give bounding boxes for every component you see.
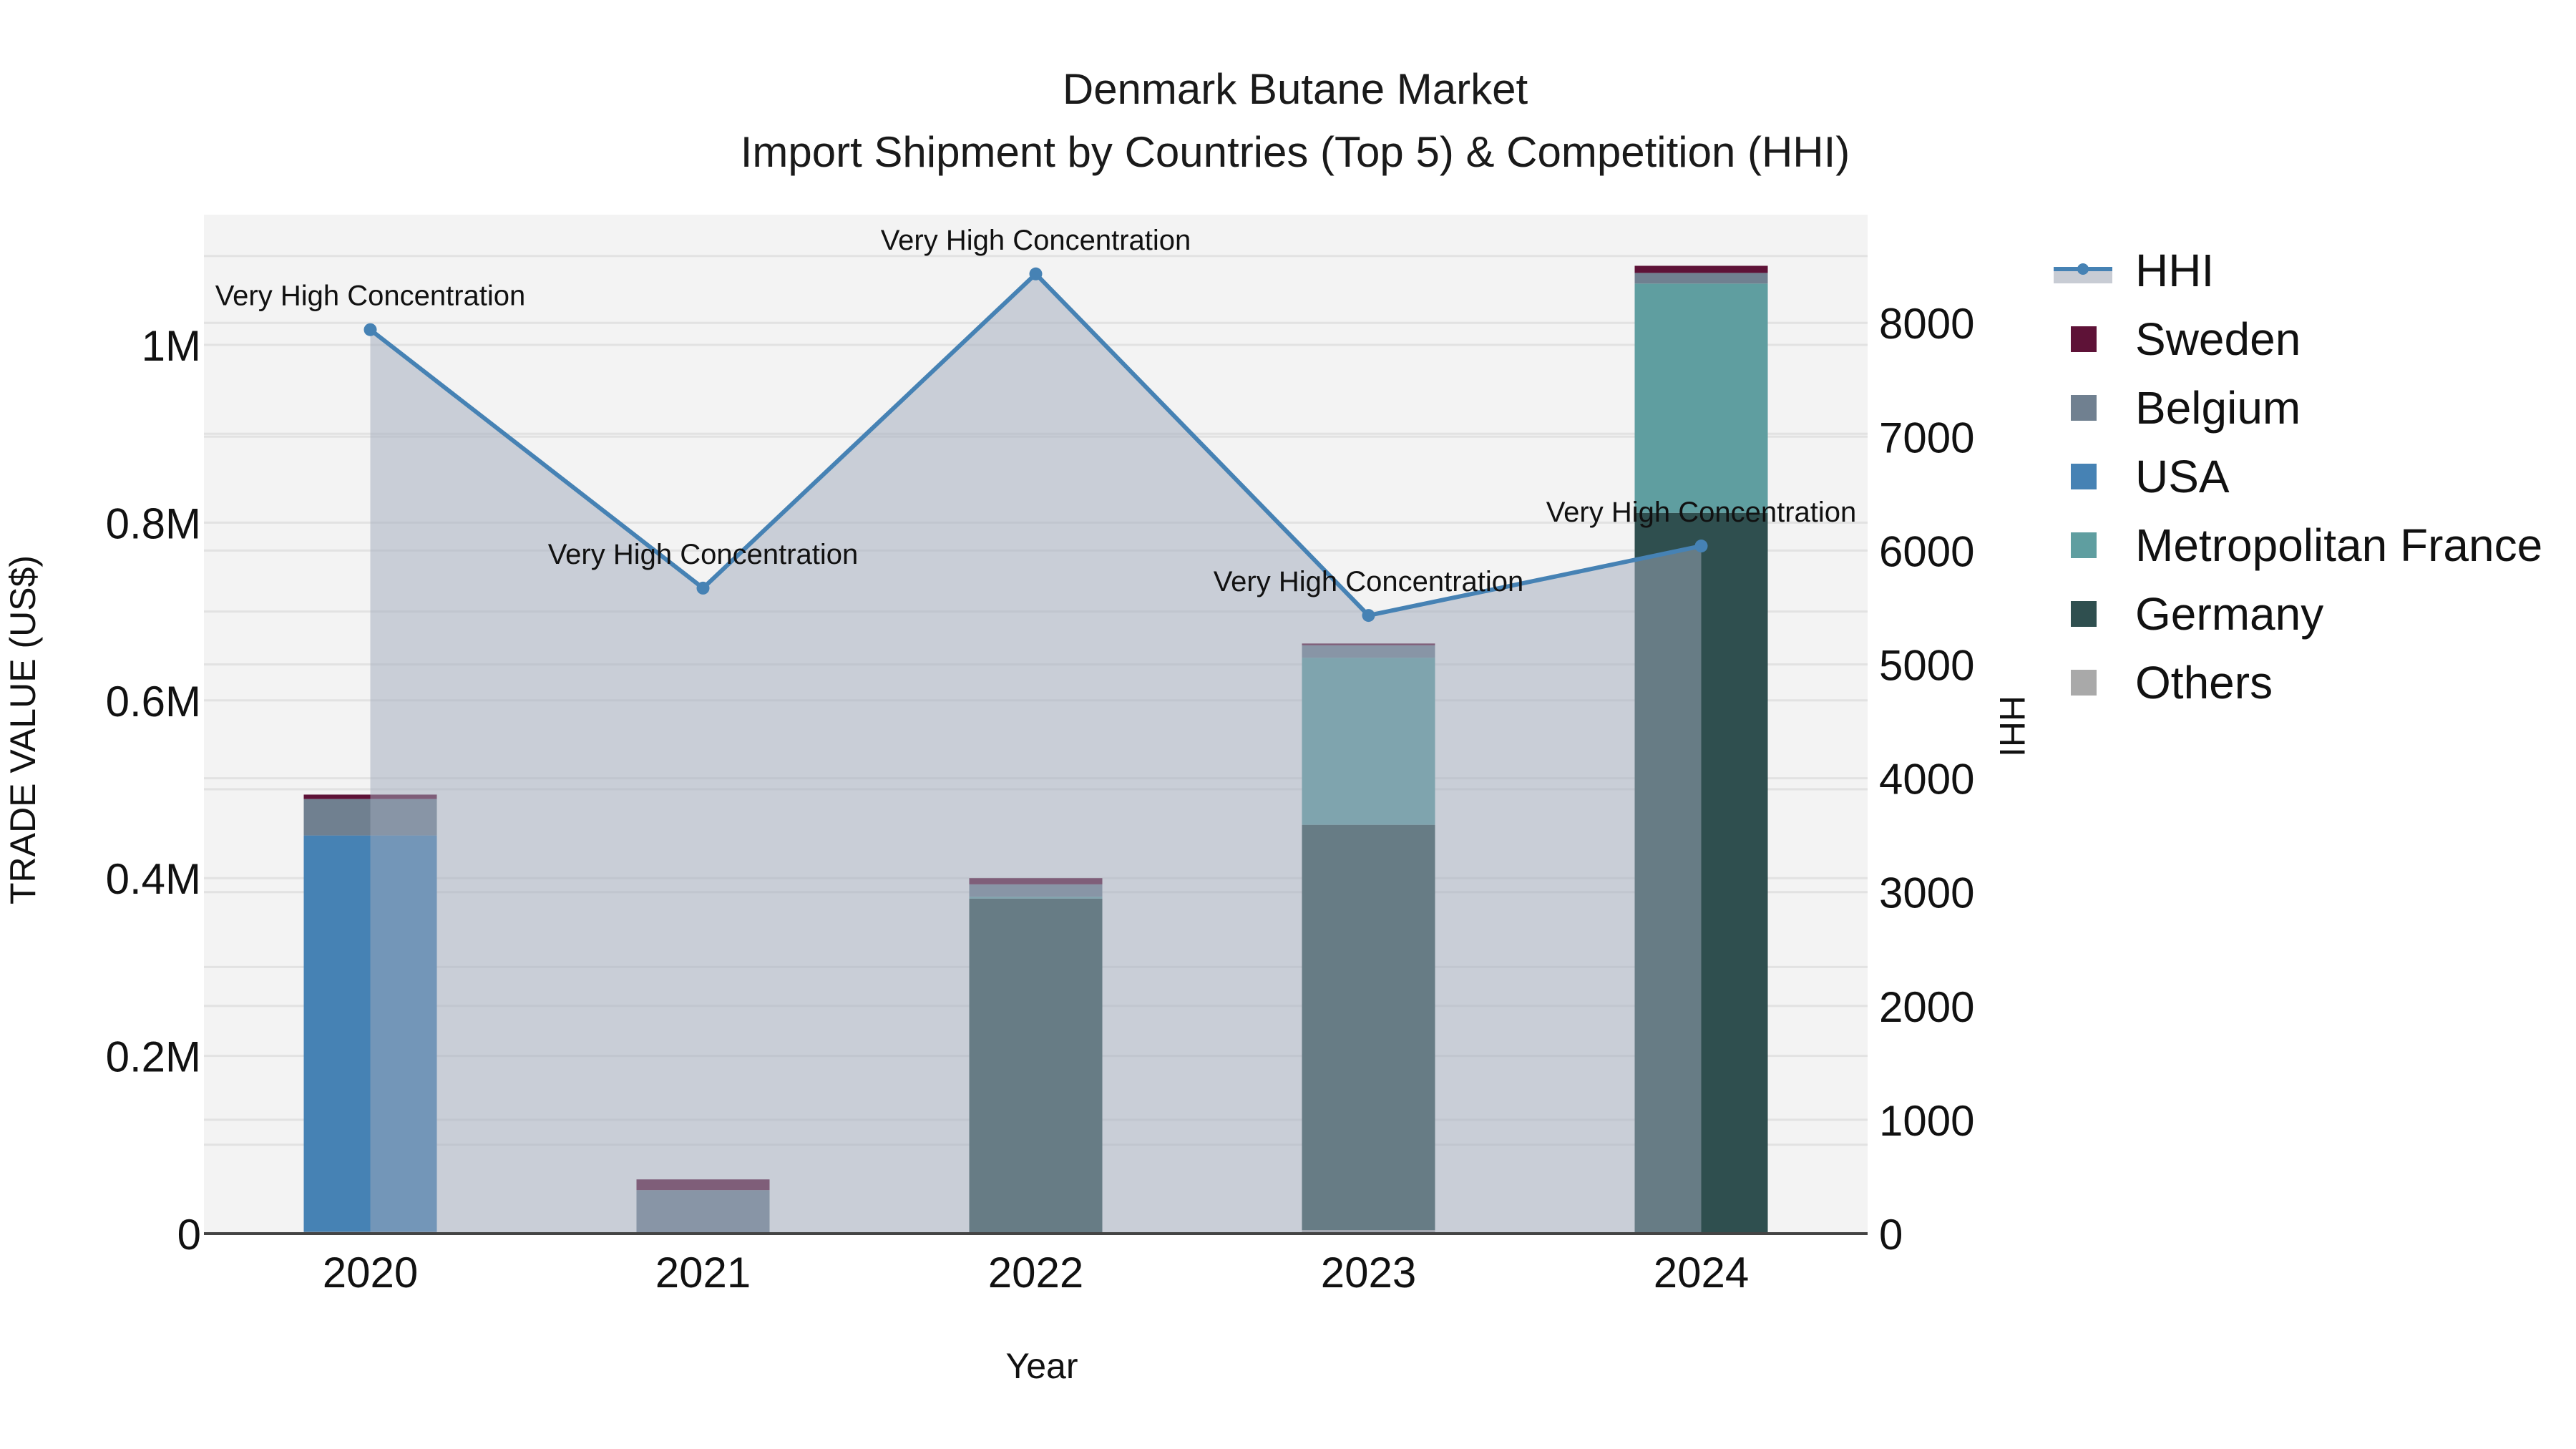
y-right-tick-label: 3000	[1879, 869, 1974, 917]
color-swatch-icon	[2071, 464, 2097, 489]
legend-label: Others	[2135, 657, 2273, 708]
legend-item-belgium[interactable]: Belgium	[2054, 374, 2542, 442]
legend-label: Metropolitan France	[2135, 519, 2543, 571]
legend-item-hhi[interactable]: HHI	[2054, 236, 2542, 305]
color-swatch-icon	[2071, 326, 2097, 352]
bar-segment-sweden[interactable]	[1634, 265, 1768, 273]
legend-item-germany[interactable]: Germany	[2054, 580, 2542, 648]
y-right-tick-label: 5000	[1879, 642, 1974, 690]
line-marker-icon	[2054, 258, 2112, 283]
x-tick-label: 2024	[1654, 1249, 1749, 1297]
y-left-tick-label: 1M	[142, 322, 201, 370]
y-axis-right-title: HHI	[1992, 695, 2032, 758]
hhi-area	[370, 273, 1702, 1234]
hhi-annotation: Very High Concentration	[881, 225, 1191, 256]
y-left-tick-label: 0.6M	[106, 678, 201, 726]
color-swatch-icon	[2071, 601, 2097, 627]
legend: HHI Sweden Belgium USA Metropolitan Fran…	[2054, 236, 2542, 717]
legend-label: Sweden	[2135, 313, 2301, 365]
hhi-marker[interactable]	[1362, 609, 1375, 623]
legend-item-metropolitan-france[interactable]: Metropolitan France	[2054, 511, 2542, 580]
hhi-marker[interactable]	[1029, 267, 1043, 280]
x-axis-title: Year	[1005, 1346, 1078, 1386]
y-right-tick-label: 6000	[1879, 527, 1974, 575]
legend-item-usa[interactable]: USA	[2054, 442, 2542, 511]
chart-title-line1: Denmark Butane Market	[1062, 65, 1528, 113]
y-right-tick-label: 0	[1879, 1211, 1903, 1259]
hhi-annotation: Very High Concentration	[548, 539, 859, 570]
hhi-annotation: Very High Concentration	[1214, 566, 1524, 597]
color-swatch-icon	[2071, 670, 2097, 696]
y-right-tick-label: 4000	[1879, 756, 1974, 804]
bar-segment-belgium[interactable]	[1634, 273, 1768, 284]
y-right-tick-label: 1000	[1879, 1097, 1974, 1145]
y-left-tick-label: 0.2M	[106, 1033, 201, 1081]
legend-label: Germany	[2135, 588, 2324, 640]
y-right-tick-label: 2000	[1879, 983, 1974, 1031]
y-left-tick-label: 0.4M	[106, 855, 201, 903]
hhi-marker[interactable]	[696, 581, 710, 595]
hhi-annotation: Very High Concentration	[1546, 497, 1857, 528]
legend-item-sweden[interactable]: Sweden	[2054, 305, 2542, 374]
hhi-marker[interactable]	[364, 323, 377, 336]
color-swatch-icon	[2071, 532, 2097, 558]
legend-label: HHI	[2135, 245, 2215, 296]
hhi-marker[interactable]	[1694, 540, 1708, 553]
color-swatch-icon	[2071, 395, 2097, 421]
x-tick-label: 2021	[655, 1249, 751, 1297]
legend-label: Belgium	[2135, 382, 2301, 434]
y-left-tick-label: 0	[177, 1211, 201, 1259]
y-axis-left-title: TRADE VALUE (US$)	[3, 555, 43, 905]
x-tick-label: 2023	[1321, 1249, 1416, 1297]
bar-segment-metropolitan-france[interactable]	[1634, 283, 1768, 513]
legend-item-others[interactable]: Others	[2054, 648, 2542, 717]
legend-label: USA	[2135, 451, 2230, 502]
x-tick-label: 2022	[988, 1249, 1083, 1297]
y-right-tick-label: 7000	[1879, 414, 1974, 462]
hhi-annotation: Very High Concentration	[215, 280, 526, 312]
chart-title-line2: Import Shipment by Countries (Top 5) & C…	[740, 128, 1850, 176]
y-right-tick-label: 8000	[1879, 300, 1974, 348]
y-left-tick-label: 0.8M	[106, 499, 201, 547]
x-tick-label: 2020	[323, 1249, 418, 1297]
